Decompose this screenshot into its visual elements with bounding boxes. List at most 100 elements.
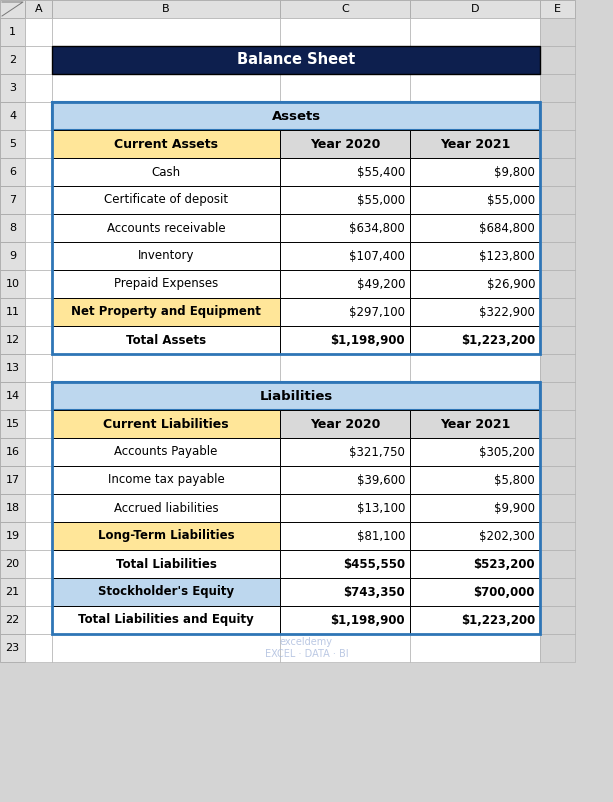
Bar [410,326,540,354]
Bar [25,606,52,634]
Bar [280,494,410,522]
Bar [25,578,52,606]
Text: 23: 23 [6,643,20,653]
Text: 1: 1 [9,27,16,37]
Text: $55,000: $55,000 [487,193,535,206]
Bar [52,438,280,466]
Bar [280,438,410,466]
Bar [410,326,540,354]
Text: 22: 22 [6,615,20,625]
Text: $700,000: $700,000 [473,585,535,598]
Bar [540,494,575,522]
Text: Income tax payable: Income tax payable [108,473,224,487]
Bar [25,522,52,550]
Bar [0,494,25,522]
Text: 12: 12 [6,335,20,345]
Bar [25,298,52,326]
Bar [540,466,575,494]
Text: Net Property and Equipment: Net Property and Equipment [71,306,261,318]
Bar [0,466,25,494]
Text: Total Liabilities: Total Liabilities [116,557,216,570]
Bar [0,242,25,270]
Text: $202,300: $202,300 [479,529,535,542]
Text: $55,400: $55,400 [357,165,405,179]
Bar [25,102,52,130]
Bar [410,550,540,578]
Bar [410,354,540,382]
Bar [410,438,540,466]
Text: Assets: Assets [272,110,321,123]
Bar [540,578,575,606]
Bar [280,158,410,186]
Text: 2: 2 [9,55,16,65]
Bar [25,0,52,18]
Bar [25,270,52,298]
Bar [0,578,25,606]
Text: $39,600: $39,600 [357,473,405,487]
Bar [280,270,410,298]
Bar [0,550,25,578]
Bar [540,102,575,130]
Bar [410,242,540,270]
Bar [410,130,540,158]
Text: 11: 11 [6,307,20,317]
Bar [540,438,575,466]
Bar [280,522,410,550]
Bar [0,606,25,634]
Text: $123,800: $123,800 [479,249,535,262]
Text: 10: 10 [6,279,20,289]
Text: Year 2020: Year 2020 [310,418,380,431]
Bar [280,270,410,298]
Bar [280,214,410,242]
Bar [52,410,280,438]
Bar [280,102,410,130]
Bar [410,214,540,242]
Text: B: B [162,4,170,14]
Bar [0,0,25,18]
Bar [280,46,410,74]
Text: $107,400: $107,400 [349,249,405,262]
Bar [52,550,280,578]
Bar [0,158,25,186]
Text: $322,900: $322,900 [479,306,535,318]
Text: 5: 5 [9,139,16,149]
Bar [280,606,410,634]
Bar [280,522,410,550]
Text: 21: 21 [6,587,20,597]
Text: $1,223,200: $1,223,200 [461,334,535,346]
Bar [280,130,410,158]
Bar [410,270,540,298]
Bar [410,606,540,634]
Bar [280,410,410,438]
Bar [52,494,280,522]
Bar [52,242,280,270]
Bar [52,214,280,242]
Bar [280,550,410,578]
Text: 18: 18 [6,503,20,513]
Bar [540,606,575,634]
Bar [0,634,25,662]
Bar [410,578,540,606]
Bar [410,382,540,410]
Text: A: A [35,4,42,14]
Bar [52,606,280,634]
Bar [280,130,410,158]
Bar [410,74,540,102]
Bar [0,438,25,466]
Bar [25,186,52,214]
Text: Prepaid Expenses: Prepaid Expenses [114,277,218,290]
Bar [52,298,280,326]
Bar [280,214,410,242]
Bar [52,382,280,410]
Text: Inventory: Inventory [138,249,194,262]
Bar [410,186,540,214]
Bar [410,46,540,74]
Bar [52,102,540,130]
Bar [280,494,410,522]
Bar [52,326,280,354]
Bar [52,466,280,494]
Text: $26,900: $26,900 [487,277,535,290]
Bar [280,242,410,270]
Bar [0,270,25,298]
Bar [52,522,280,550]
